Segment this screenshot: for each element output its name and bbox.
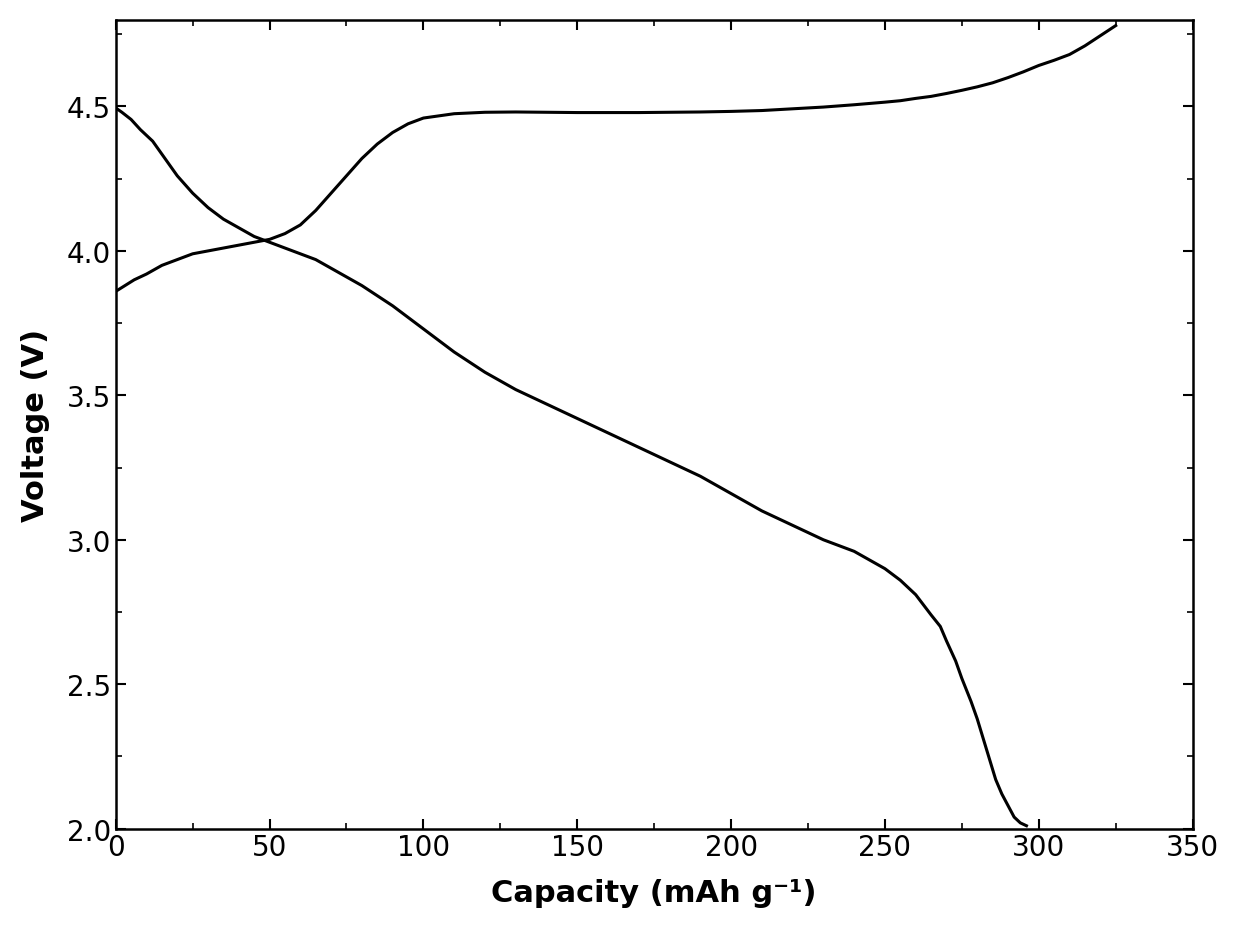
X-axis label: Capacity (mAh g⁻¹): Capacity (mAh g⁻¹) [491, 878, 817, 908]
Y-axis label: Voltage (V): Voltage (V) [21, 329, 50, 522]
